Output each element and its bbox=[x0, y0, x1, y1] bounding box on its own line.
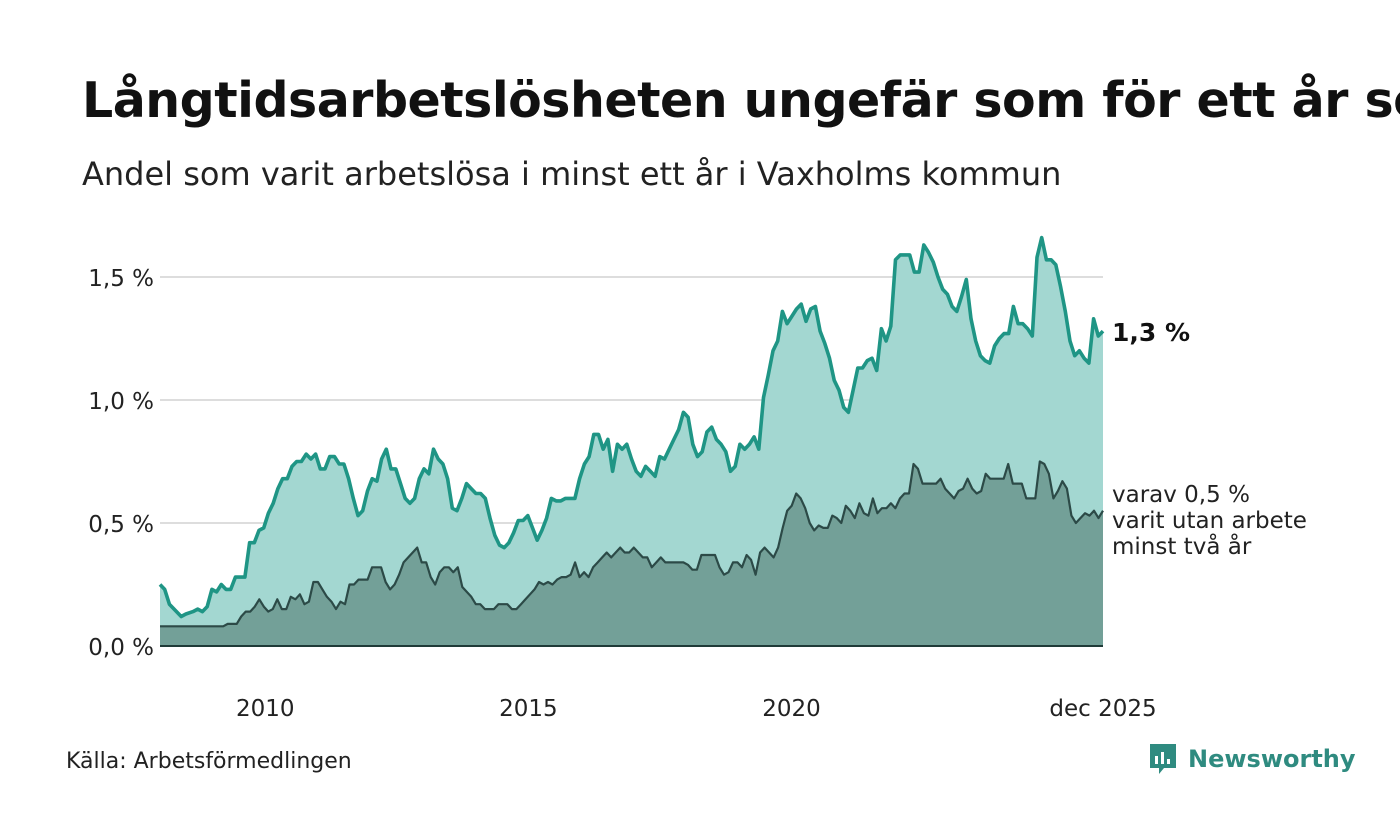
chart-title: Långtidsarbetslösheten ungefär som för e… bbox=[82, 72, 1400, 129]
series-main-line bbox=[158, 235, 1105, 619]
x-tick-label-3: dec 2025 bbox=[1049, 696, 1156, 722]
y-tick-label-0: 0,0 % bbox=[88, 635, 154, 661]
brand[interactable]: Newsworthy bbox=[1148, 742, 1356, 776]
y-tick-label-1: 0,5 % bbox=[88, 512, 154, 538]
plot-areas bbox=[158, 235, 1105, 647]
series-main-end-label: 1,3 % bbox=[1112, 318, 1190, 347]
x-tick-label-0: 2010 bbox=[236, 696, 295, 722]
y-tick-label-2: 1,0 % bbox=[88, 389, 154, 415]
series-sub-label-line-2: minst två år bbox=[1112, 532, 1252, 560]
x-tick-label-1: 2015 bbox=[499, 696, 558, 722]
y-tick-label-3: 1,5 % bbox=[88, 266, 154, 292]
source-note: Källa: Arbetsförmedlingen bbox=[66, 749, 352, 774]
series-sub-label-line-1: varit utan arbete bbox=[1112, 508, 1307, 534]
y-axis: 0,0 % 0,5 % 1,0 % 1,5 % bbox=[88, 266, 154, 661]
series-sub-label-line-0: varav 0,5 % bbox=[1112, 482, 1250, 508]
series-sub-area bbox=[160, 461, 1103, 646]
brand-name: Newsworthy bbox=[1188, 745, 1356, 773]
series-sub-line bbox=[160, 460, 1104, 628]
x-tick-label-2: 2020 bbox=[762, 696, 821, 722]
x-axis: 2010 2015 2020 dec 2025 bbox=[236, 696, 1157, 722]
chart-subtitle: Andel som varit arbetslösa i minst ett å… bbox=[82, 155, 1062, 193]
newsworthy-logo-icon bbox=[1150, 744, 1176, 774]
